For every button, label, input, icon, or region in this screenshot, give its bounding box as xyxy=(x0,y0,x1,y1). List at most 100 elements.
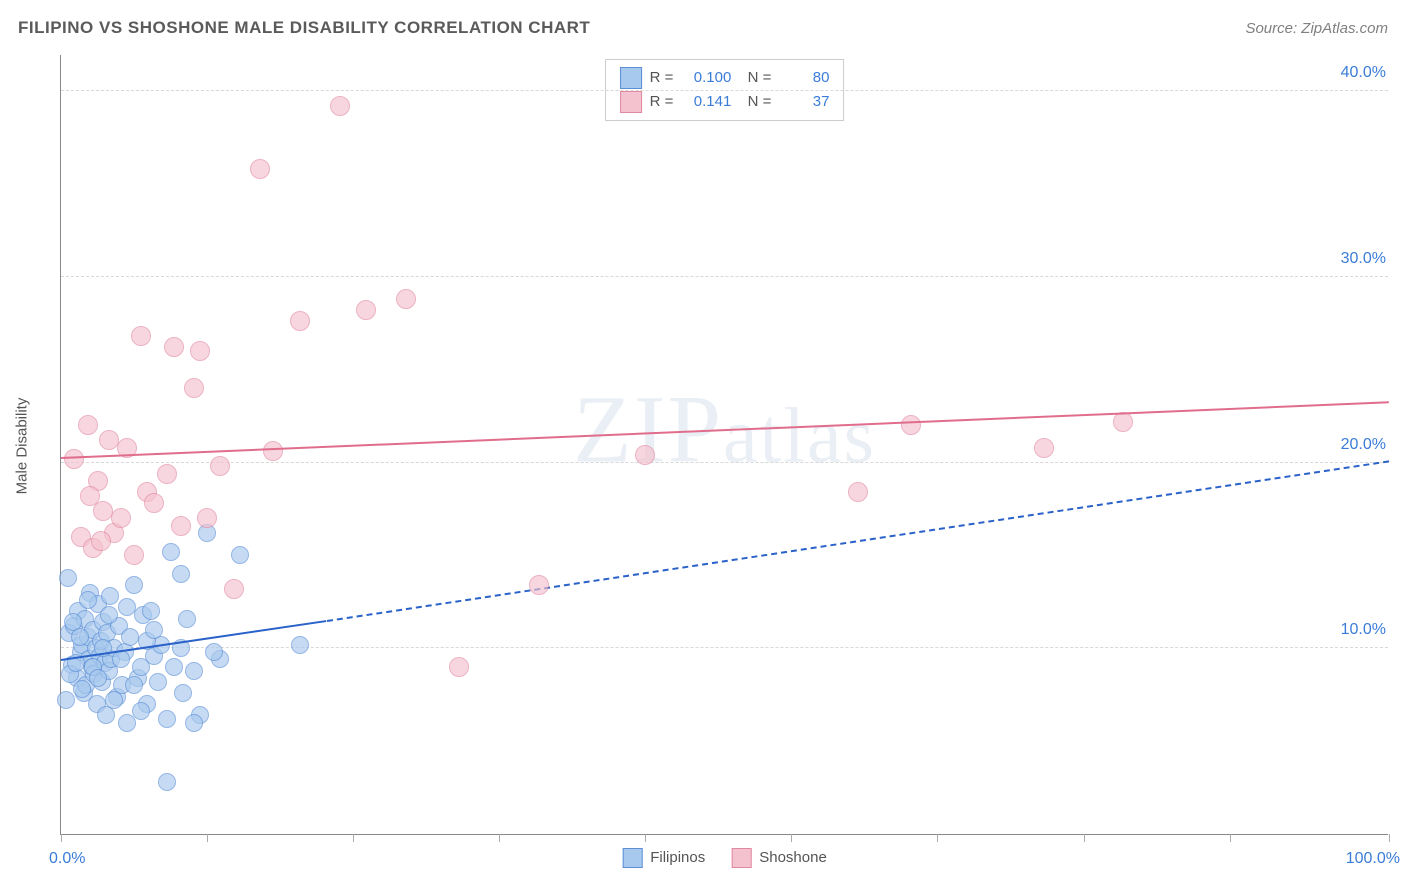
legend-r-value: 0.141 xyxy=(681,90,731,114)
legend-r-label: R = xyxy=(650,66,674,90)
legend-row-filipinos: R = 0.100 N = 80 xyxy=(620,66,830,90)
data-point xyxy=(356,300,376,320)
legend-r-label: R = xyxy=(650,90,674,114)
data-point xyxy=(100,606,118,624)
data-point xyxy=(71,628,89,646)
data-point xyxy=(105,691,123,709)
data-point xyxy=(57,691,75,709)
gridline xyxy=(61,647,1388,648)
data-point xyxy=(125,576,143,594)
x-axis-min-label: 0.0% xyxy=(49,850,85,868)
x-tick xyxy=(207,834,208,842)
legend-swatch-icon xyxy=(622,848,642,868)
legend-n-value: 80 xyxy=(779,66,829,90)
data-point xyxy=(157,464,177,484)
legend-label: Filipinos xyxy=(650,849,705,866)
data-point xyxy=(197,508,217,528)
data-point xyxy=(172,565,190,583)
data-point xyxy=(171,516,191,536)
data-point xyxy=(174,684,192,702)
x-tick xyxy=(1084,834,1085,842)
data-point xyxy=(231,546,249,564)
data-point xyxy=(205,643,223,661)
data-point xyxy=(79,591,97,609)
data-point xyxy=(91,531,111,551)
legend-swatch-filipinos xyxy=(620,67,642,89)
data-point xyxy=(184,378,204,398)
data-point xyxy=(73,680,91,698)
data-point xyxy=(529,575,549,595)
legend-label: Shoshone xyxy=(759,849,827,866)
data-point xyxy=(78,415,98,435)
legend-item-filipinos: Filipinos xyxy=(622,848,705,868)
data-point xyxy=(144,493,164,513)
data-point xyxy=(178,610,196,628)
legend-swatch-shoshone xyxy=(620,91,642,113)
legend-n-label: N = xyxy=(739,90,771,114)
data-point xyxy=(290,311,310,331)
data-point xyxy=(64,449,84,469)
x-tick xyxy=(1389,834,1390,842)
data-point xyxy=(848,482,868,502)
gridline xyxy=(61,276,1388,277)
data-point xyxy=(449,657,469,677)
data-point xyxy=(124,545,144,565)
data-point xyxy=(158,773,176,791)
data-point xyxy=(149,673,167,691)
gridline xyxy=(61,462,1388,463)
scatter-plot-area: ZIPatlas R = 0.100 N = 80 R = 0.141 N = … xyxy=(60,55,1388,835)
gridline xyxy=(61,90,1388,91)
source-attribution: Source: ZipAtlas.com xyxy=(1245,20,1388,37)
data-point xyxy=(1034,438,1054,458)
y-tick-label: 30.0% xyxy=(1337,250,1390,268)
legend-swatch-icon xyxy=(731,848,751,868)
data-point xyxy=(263,441,283,461)
x-tick xyxy=(353,834,354,842)
data-point xyxy=(330,96,350,116)
data-point xyxy=(250,159,270,179)
legend-item-shoshone: Shoshone xyxy=(731,848,827,868)
data-point xyxy=(396,289,416,309)
y-axis-title: Male Disability xyxy=(14,398,31,495)
data-point xyxy=(59,569,77,587)
x-tick xyxy=(645,834,646,842)
legend-n-value: 37 xyxy=(779,90,829,114)
data-point xyxy=(89,669,107,687)
data-point xyxy=(118,598,136,616)
data-point xyxy=(80,486,100,506)
x-tick xyxy=(791,834,792,842)
trend-line xyxy=(61,401,1389,459)
x-tick xyxy=(499,834,500,842)
data-point xyxy=(121,628,139,646)
data-point xyxy=(158,710,176,728)
data-point xyxy=(185,662,203,680)
data-point xyxy=(145,621,163,639)
data-point xyxy=(125,676,143,694)
data-point xyxy=(99,430,119,450)
data-point xyxy=(132,702,150,720)
chart-title: FILIPINO VS SHOSHONE MALE DISABILITY COR… xyxy=(18,18,590,38)
data-point xyxy=(111,508,131,528)
x-tick xyxy=(1230,834,1231,842)
x-tick xyxy=(937,834,938,842)
data-point xyxy=(224,579,244,599)
legend-n-label: N = xyxy=(739,66,771,90)
data-point xyxy=(190,341,210,361)
data-point xyxy=(101,587,119,605)
data-point xyxy=(162,543,180,561)
x-tick xyxy=(61,834,62,842)
data-point xyxy=(901,415,921,435)
legend-r-value: 0.100 xyxy=(681,66,731,90)
series-legend: Filipinos Shoshone xyxy=(622,848,827,868)
data-point xyxy=(291,636,309,654)
y-tick-label: 40.0% xyxy=(1337,64,1390,82)
data-point xyxy=(164,337,184,357)
data-point xyxy=(131,326,151,346)
legend-row-shoshone: R = 0.141 N = 37 xyxy=(620,90,830,114)
y-tick-label: 10.0% xyxy=(1337,621,1390,639)
data-point xyxy=(635,445,655,465)
data-point xyxy=(142,602,160,620)
data-point xyxy=(210,456,230,476)
data-point xyxy=(165,658,183,676)
y-tick-label: 20.0% xyxy=(1337,436,1390,454)
